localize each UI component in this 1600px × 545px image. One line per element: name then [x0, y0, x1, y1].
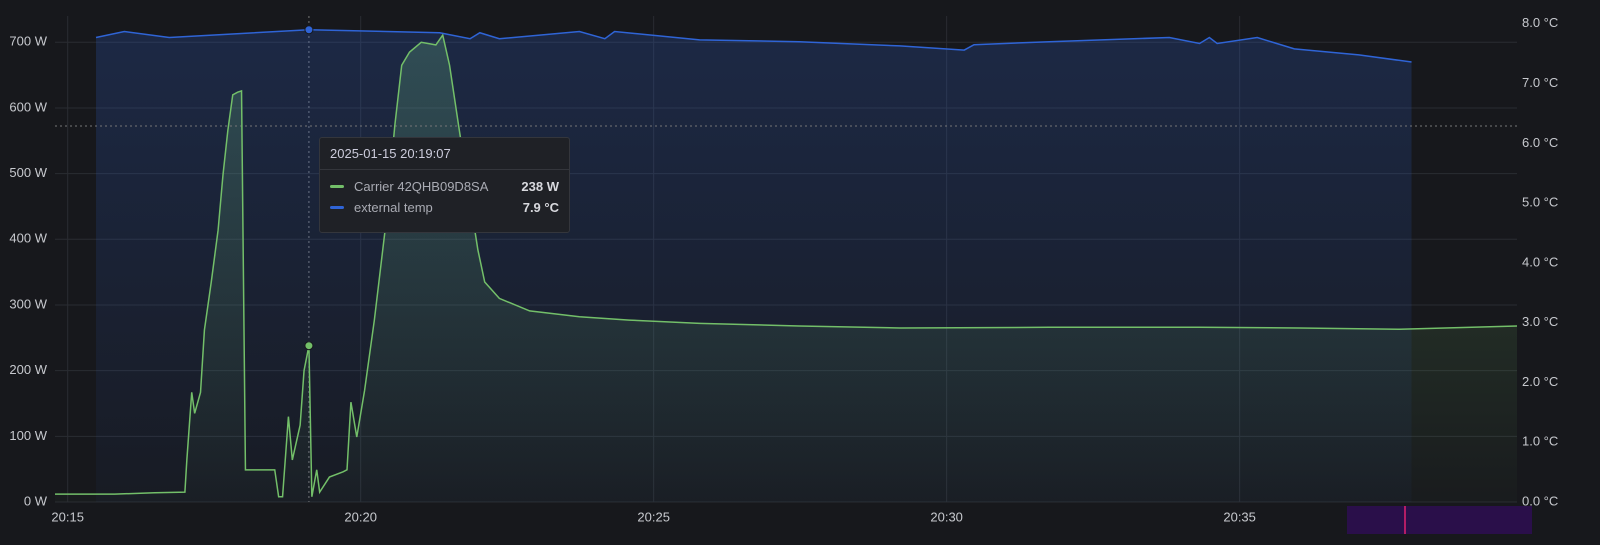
- y2-tick-label: 8.0 °C: [1522, 15, 1558, 30]
- tooltip-value: 238 W: [521, 179, 559, 194]
- x-tick-label: 20:15: [51, 509, 84, 524]
- x-tick-label: 20:30: [930, 509, 963, 524]
- y-tick-label: 400 W: [9, 231, 47, 246]
- hover-point: [304, 341, 314, 351]
- y2-tick-label: 4.0 °C: [1522, 254, 1558, 269]
- line: [95, 28, 1412, 63]
- y2-tick-label: 7.0 °C: [1522, 75, 1558, 90]
- y2-tick-label: 1.0 °C: [1522, 434, 1558, 449]
- swatch: [330, 206, 344, 209]
- annotation-region: [1347, 506, 1532, 534]
- y-tick-label: 200 W: [9, 362, 47, 377]
- x-tick-label: 20:20: [344, 509, 377, 524]
- hover-point: [304, 25, 314, 35]
- swatch: [330, 185, 344, 188]
- tooltip-value: 7.9 °C: [522, 200, 559, 215]
- y-tick-label: 700 W: [9, 34, 47, 49]
- tooltip: 2025-01-15 20:19:07 Carrier 42QHB09D8SA 2…: [319, 137, 570, 233]
- line: [55, 33, 1518, 498]
- y-tick-label: 0 W: [24, 493, 48, 508]
- x-tick-label: 20:25: [637, 509, 670, 524]
- y-tick-label: 500 W: [9, 165, 47, 180]
- tooltip-name: external temp: [354, 200, 433, 215]
- y-tick-label: 600 W: [9, 99, 47, 114]
- x-tick-label: 20:35: [1223, 509, 1256, 524]
- y2-tick-label: 2.0 °C: [1522, 374, 1558, 389]
- y2-tick-label: 3.0 °C: [1522, 314, 1558, 329]
- area: [96, 29, 1412, 502]
- y-tick-label: 100 W: [9, 428, 47, 443]
- y-tick-label: 300 W: [9, 296, 47, 311]
- tooltip-row: external temp 7.9 °C: [320, 197, 569, 218]
- y2-tick-label: 6.0 °C: [1522, 135, 1558, 150]
- y2-tick-label: 5.0 °C: [1522, 195, 1558, 210]
- y2-tick-label: 0.0 °C: [1522, 493, 1558, 508]
- tooltip-name: Carrier 42QHB09D8SA: [354, 179, 489, 194]
- tooltip-row: Carrier 42QHB09D8SA 238 W: [320, 176, 569, 197]
- tooltip-title: 2025-01-15 20:19:07: [320, 138, 569, 170]
